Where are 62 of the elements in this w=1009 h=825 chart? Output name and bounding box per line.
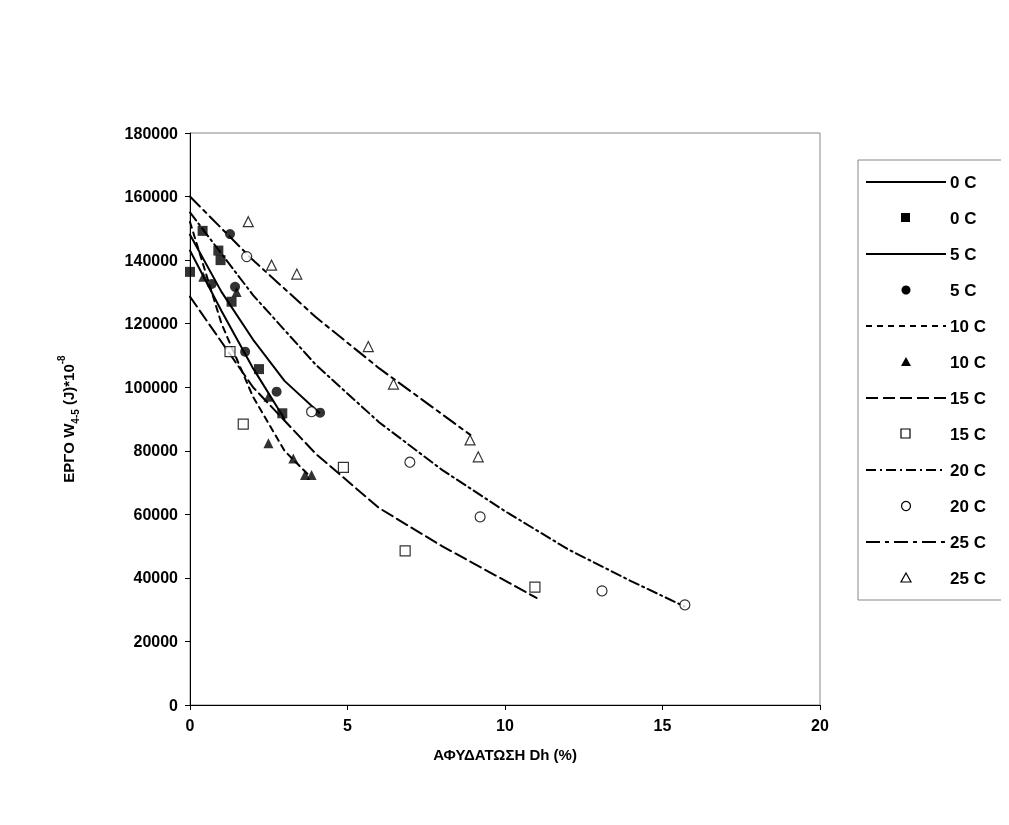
point	[362, 340, 374, 353]
point	[206, 278, 217, 289]
y-tick-label: 0	[169, 696, 179, 714]
x-tick-label: 5	[343, 716, 353, 734]
point	[679, 599, 691, 611]
point	[596, 585, 608, 597]
legend-label: 25 C	[950, 568, 986, 588]
point	[213, 245, 224, 256]
y-tick-label: 100000	[124, 378, 179, 396]
legend-label: 10 C	[950, 316, 986, 336]
point	[337, 461, 349, 473]
point	[215, 255, 226, 266]
x-tick-label: 10	[496, 716, 514, 734]
legend-label: 0 C	[950, 208, 977, 228]
point	[224, 346, 236, 358]
point	[226, 296, 237, 307]
y-tick-label: 140000	[124, 251, 179, 269]
point	[253, 364, 264, 375]
legend-label: 0 C	[950, 172, 977, 192]
legend-label: 20 C	[950, 460, 986, 480]
point	[291, 268, 303, 280]
x-axis-title: ΑΦΥΔΑΤΩΣΗ Dh (%)	[433, 746, 577, 763]
legend-label: 20 C	[950, 496, 986, 516]
point	[241, 251, 253, 263]
point	[263, 438, 274, 449]
legend-label: 10 C	[950, 352, 986, 372]
point	[288, 453, 299, 464]
point	[404, 456, 416, 468]
x-tick-label: 20	[811, 716, 829, 734]
y-tick-label: 60000	[133, 505, 179, 523]
point	[225, 229, 236, 240]
y-axis-title: ΕΡΓΟ W4-5 (J)*10-8	[55, 354, 81, 483]
y-tick-label: 80000	[133, 442, 179, 460]
legend-label: 5 C	[950, 244, 977, 264]
point	[265, 259, 278, 271]
y-tick-label: 160000	[124, 188, 179, 206]
point	[231, 286, 242, 297]
point	[277, 408, 288, 419]
point	[464, 434, 476, 446]
point	[399, 545, 411, 557]
legend-label: 25 C	[950, 532, 986, 552]
point	[237, 418, 249, 430]
legend-label: 15 C	[950, 424, 986, 444]
y-tick-label: 40000	[133, 569, 179, 587]
point	[472, 451, 484, 463]
point	[198, 271, 209, 282]
y-tick-label: 180000	[124, 124, 179, 142]
y-tick-label: 120000	[124, 315, 179, 333]
point	[240, 346, 251, 357]
x-tick-label: 0	[185, 716, 195, 734]
point	[242, 216, 254, 228]
point	[306, 469, 317, 480]
y-tick-label: 20000	[133, 632, 179, 650]
point	[529, 581, 541, 593]
point	[197, 225, 208, 236]
point	[306, 406, 318, 418]
legend-label: 15 C	[950, 388, 986, 408]
x-tick-label: 15	[653, 716, 672, 734]
legend-label: 5 C	[950, 280, 977, 300]
point	[474, 511, 486, 523]
point	[185, 266, 195, 277]
point	[271, 386, 282, 397]
